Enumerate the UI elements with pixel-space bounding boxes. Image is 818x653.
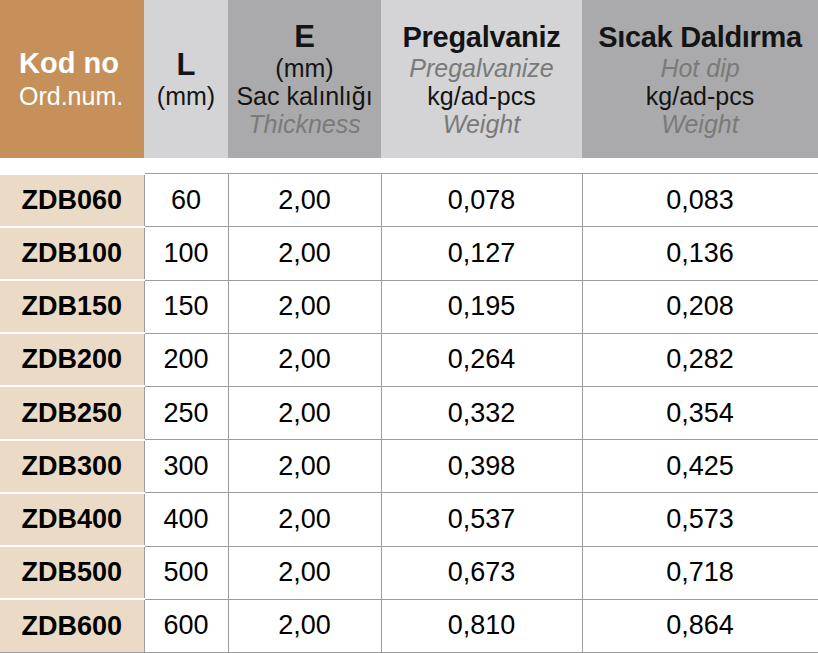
header-length-column: L (mm) (144, 0, 228, 158)
header-body-gap (0, 158, 818, 174)
header-pregalvanized-unit: kg/ad-pcs (381, 82, 582, 110)
hotdip-weight-cell: 0,573 (582, 493, 818, 546)
table-row: ZDB600 600 2,00 0,810 0,864 (0, 599, 818, 652)
thickness-cell: 2,00 (228, 333, 381, 386)
header-pregalvanized-label-en: Weight (381, 110, 582, 138)
code-cell: ZDB150 (0, 280, 144, 333)
pregalvanized-weight-cell: 0,673 (381, 546, 582, 599)
table-row: ZDB300 300 2,00 0,398 0,425 (0, 440, 818, 493)
header-thickness-unit: (mm) (228, 54, 381, 82)
header-thickness-column: E (mm) Sac kalınlığı Thickness (228, 0, 381, 158)
length-cell: 400 (144, 493, 228, 546)
code-cell: ZDB500 (0, 546, 144, 599)
table-row: ZDB250 250 2,00 0,332 0,354 (0, 386, 818, 439)
table-row: ZDB060 60 2,00 0,078 0,083 (0, 174, 818, 227)
length-cell: 250 (144, 386, 228, 439)
table-row: ZDB400 400 2,00 0,537 0,573 (0, 493, 818, 546)
hotdip-weight-cell: 0,718 (582, 546, 818, 599)
header-thickness-name-tr: Sac kalınlığı (228, 82, 381, 110)
pregalvanized-weight-cell: 0,398 (381, 440, 582, 493)
header-code-subtitle: Ord.num. (19, 81, 144, 111)
hotdip-weight-cell: 0,083 (582, 174, 818, 227)
header-hotdip-label-en: Weight (582, 110, 818, 138)
length-cell: 600 (144, 599, 228, 652)
thickness-cell: 2,00 (228, 546, 381, 599)
length-cell: 60 (144, 174, 228, 227)
code-cell: ZDB100 (0, 227, 144, 280)
pregalvanized-weight-cell: 0,264 (381, 333, 582, 386)
length-cell: 300 (144, 440, 228, 493)
header-thickness-title: E (228, 20, 381, 54)
pregalvanized-weight-cell: 0,078 (381, 174, 582, 227)
header-hotdip-column: Sıcak Daldırma Hot dip kg/ad-pcs Weight (582, 0, 818, 158)
pregalvanized-weight-cell: 0,537 (381, 493, 582, 546)
header-hotdip-title-en: Hot dip (582, 54, 818, 82)
code-cell: ZDB250 (0, 386, 144, 439)
code-cell: ZDB400 (0, 493, 144, 546)
pregalvanized-weight-cell: 0,195 (381, 280, 582, 333)
thickness-cell: 2,00 (228, 280, 381, 333)
hotdip-weight-cell: 0,136 (582, 227, 818, 280)
header-pregalvanized-title-en: Pregalvanize (381, 54, 582, 82)
table-row: ZDB500 500 2,00 0,673 0,718 (0, 546, 818, 599)
table-row: ZDB150 150 2,00 0,195 0,208 (0, 280, 818, 333)
length-cell: 500 (144, 546, 228, 599)
thickness-cell: 2,00 (228, 227, 381, 280)
pregalvanized-weight-cell: 0,332 (381, 386, 582, 439)
hotdip-weight-cell: 0,208 (582, 280, 818, 333)
header-code-column: Kod no Ord.num. (0, 0, 144, 158)
header-hotdip-title-tr: Sıcak Daldırma (582, 20, 818, 54)
header-thickness-name-en: Thickness (228, 110, 381, 138)
code-cell: ZDB060 (0, 174, 144, 227)
hotdip-weight-cell: 0,282 (582, 333, 818, 386)
length-cell: 100 (144, 227, 228, 280)
product-spec-table: Kod no Ord.num. L (mm) E (mm) Sac kalınl… (0, 0, 818, 653)
hotdip-weight-cell: 0,354 (582, 386, 818, 439)
hotdip-weight-cell: 0,864 (582, 599, 818, 652)
header-code-title: Kod no (19, 46, 144, 81)
length-cell: 150 (144, 280, 228, 333)
code-cell: ZDB600 (0, 599, 144, 652)
table-header-row: Kod no Ord.num. L (mm) E (mm) Sac kalınl… (0, 0, 818, 158)
thickness-cell: 2,00 (228, 386, 381, 439)
thickness-cell: 2,00 (228, 440, 381, 493)
hotdip-weight-cell: 0,425 (582, 440, 818, 493)
code-cell: ZDB300 (0, 440, 144, 493)
thickness-cell: 2,00 (228, 493, 381, 546)
code-cell: ZDB200 (0, 333, 144, 386)
header-length-unit: (mm) (144, 82, 228, 110)
thickness-cell: 2,00 (228, 599, 381, 652)
length-cell: 200 (144, 333, 228, 386)
table-row: ZDB200 200 2,00 0,264 0,282 (0, 333, 818, 386)
table-row: ZDB100 100 2,00 0,127 0,136 (0, 227, 818, 280)
header-length-title: L (144, 48, 228, 82)
header-pregalvanized-column: Pregalvaniz Pregalvanize kg/ad-pcs Weigh… (381, 0, 582, 158)
pregalvanized-weight-cell: 0,127 (381, 227, 582, 280)
pregalvanized-weight-cell: 0,810 (381, 599, 582, 652)
header-hotdip-unit: kg/ad-pcs (582, 82, 818, 110)
thickness-cell: 2,00 (228, 174, 381, 227)
header-pregalvanized-title-tr: Pregalvaniz (381, 20, 582, 54)
